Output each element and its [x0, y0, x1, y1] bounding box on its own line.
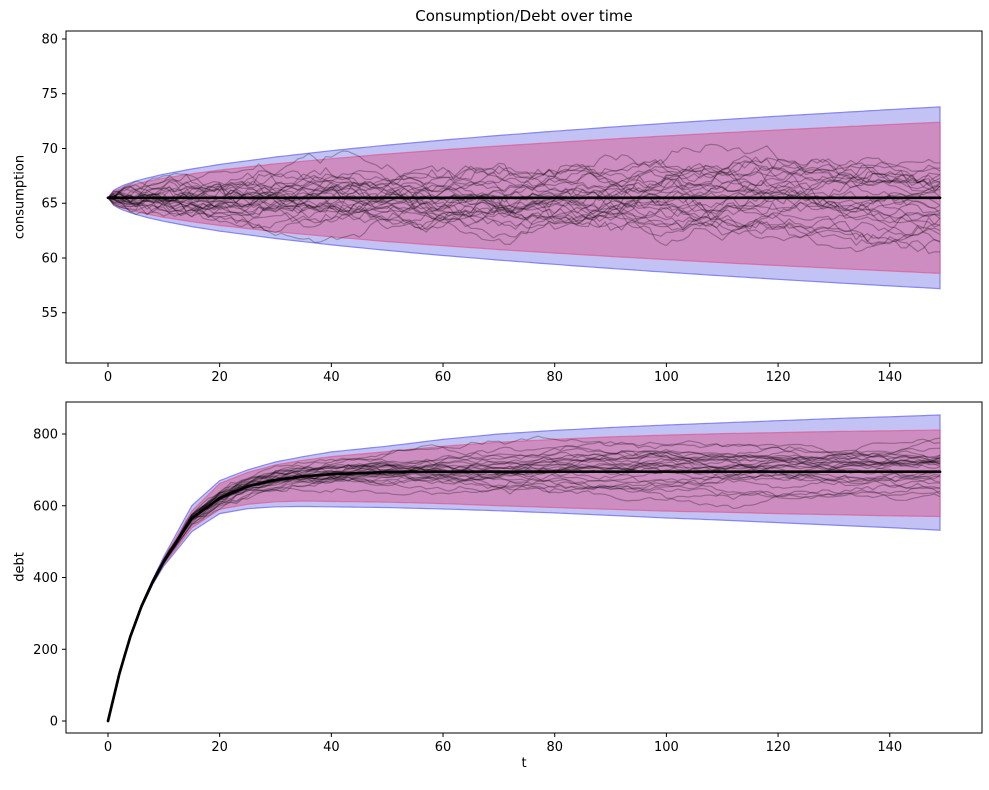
sample-path: [107, 460, 941, 722]
x-tick-label: 0: [104, 370, 112, 385]
x-tick-label: 20: [211, 740, 228, 755]
sample-path: [107, 462, 941, 722]
mean-line: [106, 470, 942, 723]
sample-path: [107, 440, 941, 722]
x-tick-label: 20: [211, 370, 228, 385]
sample-path: [107, 143, 941, 209]
sample-path: [107, 172, 941, 243]
sample-path: [107, 166, 941, 231]
y-tick-label: 70: [41, 142, 58, 157]
y-tick-label: 75: [41, 87, 58, 102]
inner-band-area: [107, 429, 941, 722]
sample-path: [107, 474, 941, 722]
x-tick-label: 60: [435, 370, 452, 385]
x-tick-label: 100: [654, 370, 679, 385]
y-tick-label: 80: [41, 32, 58, 47]
sample-path: [107, 156, 941, 205]
sample-path: [107, 155, 941, 202]
sample-path: [107, 167, 941, 237]
sample-path: [107, 175, 941, 239]
sample-path: [107, 450, 941, 722]
sample-path: [107, 197, 941, 255]
y-tick-label: 600: [33, 499, 58, 514]
sample-path: [107, 470, 941, 722]
x-tick-label: 120: [766, 740, 791, 755]
sample-path: [107, 165, 941, 205]
sample-path: [107, 464, 941, 722]
x-tick-label: 60: [435, 740, 452, 755]
x-tick-label: 40: [323, 740, 340, 755]
x-tick-label: 80: [546, 740, 563, 755]
x-tick-label: 0: [104, 740, 112, 755]
y-tick-label: 800: [33, 428, 58, 443]
plot-spines: [65, 401, 983, 734]
sample-path: [107, 188, 941, 247]
sample-path: [107, 185, 941, 228]
x-tick-label: 140: [877, 370, 902, 385]
sample-path: [107, 440, 941, 722]
x-axis-label: t: [521, 756, 527, 771]
y-tick-label: 60: [41, 251, 58, 266]
sample-path: [107, 163, 941, 231]
sample-path: [107, 166, 941, 242]
sample-path: [107, 445, 941, 722]
sample-path: [107, 455, 941, 722]
sample-path: [107, 156, 941, 213]
sample-path: [107, 150, 941, 200]
sample-path: [107, 453, 941, 722]
y-tick-label: 400: [33, 571, 58, 586]
y-tick-label: 65: [41, 197, 58, 212]
plot-spines: [65, 30, 983, 364]
y-tick-label: 0: [50, 715, 58, 730]
x-tick-label: 40: [323, 370, 340, 385]
sample-path: [107, 157, 940, 208]
sample-path: [107, 447, 940, 722]
sample-path: [107, 182, 941, 226]
x-tick-label: 140: [877, 740, 902, 755]
sample-path: [107, 192, 941, 231]
sample-path: [107, 167, 940, 221]
figure-title: Consumption/Debt over time: [415, 7, 633, 25]
x-tick-label: 120: [766, 370, 791, 385]
sample-path: [107, 437, 941, 722]
sample-path: [107, 173, 941, 253]
y-tick-label: 55: [41, 306, 58, 321]
y-tick-label: 200: [33, 643, 58, 658]
x-tick-label: 80: [546, 370, 563, 385]
sample-path: [107, 163, 941, 230]
sample-path: [107, 470, 941, 722]
sample-path: [107, 455, 941, 722]
sample-path: [107, 450, 941, 722]
x-tick-label: 100: [654, 740, 679, 755]
sample-path: [107, 435, 941, 722]
sample-path: [107, 474, 941, 722]
